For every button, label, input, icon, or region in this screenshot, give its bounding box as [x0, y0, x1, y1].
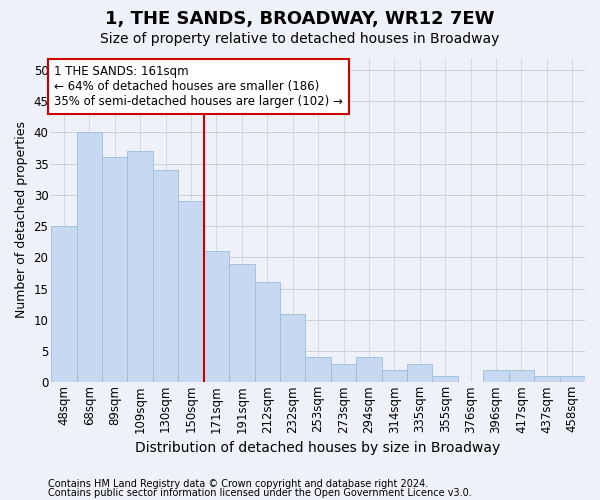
Bar	[153, 170, 178, 382]
Text: 1, THE SANDS, BROADWAY, WR12 7EW: 1, THE SANDS, BROADWAY, WR12 7EW	[105, 10, 495, 28]
Bar	[560, 376, 585, 382]
Bar	[331, 364, 356, 382]
Bar	[484, 370, 509, 382]
Bar	[509, 370, 534, 382]
Text: Size of property relative to detached houses in Broadway: Size of property relative to detached ho…	[100, 32, 500, 46]
Bar	[204, 251, 229, 382]
X-axis label: Distribution of detached houses by size in Broadway: Distribution of detached houses by size …	[136, 441, 501, 455]
Bar	[229, 264, 254, 382]
Bar	[51, 226, 77, 382]
Bar	[433, 376, 458, 382]
Text: 1 THE SANDS: 161sqm
← 64% of detached houses are smaller (186)
35% of semi-detac: 1 THE SANDS: 161sqm ← 64% of detached ho…	[54, 65, 343, 108]
Text: Contains public sector information licensed under the Open Government Licence v3: Contains public sector information licen…	[48, 488, 472, 498]
Bar	[178, 201, 204, 382]
Bar	[102, 158, 127, 382]
Bar	[305, 358, 331, 382]
Bar	[127, 151, 153, 382]
Bar	[382, 370, 407, 382]
Bar	[534, 376, 560, 382]
Bar	[356, 358, 382, 382]
Bar	[407, 364, 433, 382]
Text: Contains HM Land Registry data © Crown copyright and database right 2024.: Contains HM Land Registry data © Crown c…	[48, 479, 428, 489]
Bar	[254, 282, 280, 382]
Y-axis label: Number of detached properties: Number of detached properties	[15, 122, 28, 318]
Bar	[280, 314, 305, 382]
Bar	[77, 132, 102, 382]
